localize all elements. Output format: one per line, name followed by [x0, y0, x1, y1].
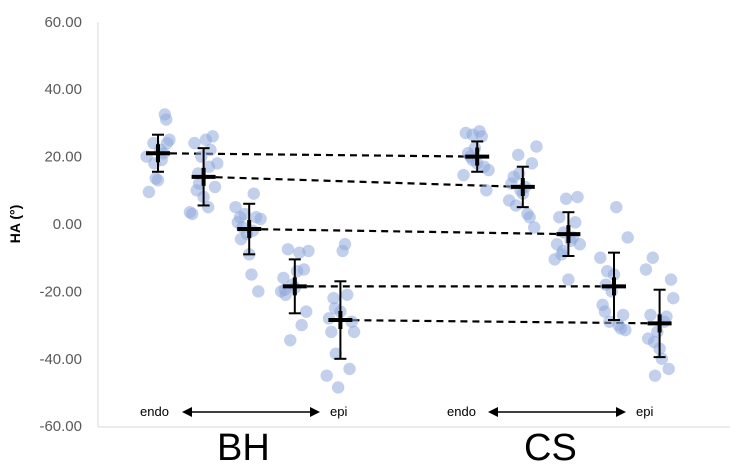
data-point	[644, 308, 657, 322]
plot-frame	[97, 22, 730, 428]
data-point	[338, 238, 352, 251]
data-point	[616, 308, 630, 322]
mean-connector-line	[203, 175, 523, 189]
data-points	[140, 108, 680, 394]
y-tick-label: -60.00	[39, 418, 82, 435]
group-bh-annotation: endo epi BH	[140, 404, 347, 467]
data-point	[302, 244, 315, 258]
data-point	[347, 325, 361, 339]
data-point	[325, 325, 338, 339]
data-point	[320, 369, 333, 382]
data-point	[457, 168, 470, 182]
data-point	[204, 143, 217, 157]
data-point	[525, 157, 539, 170]
data-point	[206, 130, 219, 143]
data-point	[142, 185, 156, 199]
data-point	[569, 216, 582, 229]
data-point	[163, 133, 176, 146]
data-point	[660, 310, 673, 323]
data-point	[556, 244, 570, 258]
data-point	[559, 192, 573, 205]
data-point	[297, 263, 311, 276]
bh-endo-label: endo	[140, 404, 169, 419]
y-tick-label: 20.00	[44, 149, 82, 166]
y-tick-label: 40.00	[44, 81, 82, 98]
data-point	[277, 271, 290, 285]
mean-connectors	[157, 152, 660, 325]
data-point	[610, 200, 623, 214]
data-point	[480, 184, 493, 197]
bh-epi-label: epi	[330, 404, 347, 419]
data-point	[594, 251, 607, 264]
y-tick-label: 0.00	[53, 216, 82, 233]
data-point	[648, 369, 662, 382]
group-label-cs: CS	[524, 427, 577, 467]
data-point	[646, 251, 659, 264]
data-point	[639, 263, 653, 276]
data-point	[562, 273, 575, 286]
data-point	[530, 140, 543, 153]
data-point	[647, 335, 661, 349]
data-point	[343, 362, 356, 376]
data-point	[188, 136, 201, 150]
data-point	[245, 268, 258, 281]
data-point	[151, 173, 165, 187]
data-point	[252, 285, 265, 298]
data-point	[528, 221, 541, 234]
data-point	[573, 238, 586, 251]
data-point	[475, 130, 488, 143]
group-cs-annotation: endo epi CS	[447, 404, 653, 467]
cs-endo-epi-arrow	[488, 407, 626, 417]
data-point	[238, 207, 251, 221]
data-point	[341, 288, 354, 301]
data-point	[208, 180, 222, 194]
data-point	[482, 163, 495, 177]
data-point	[284, 334, 297, 347]
data-point	[202, 160, 216, 173]
mean-connector-line	[249, 227, 569, 236]
data-point	[234, 232, 248, 246]
data-point	[328, 302, 342, 315]
data-point	[512, 148, 525, 162]
y-tick-label: -20.00	[39, 283, 82, 300]
data-point	[331, 381, 345, 394]
data-point	[254, 212, 267, 226]
cs-endo-label: endo	[447, 404, 476, 419]
data-point	[664, 273, 678, 286]
data-point	[295, 318, 308, 332]
y-axis-label: HA (°)	[7, 205, 23, 244]
data-point	[598, 305, 612, 318]
data-point	[329, 347, 343, 360]
data-point	[655, 352, 669, 365]
data-point	[160, 113, 173, 126]
y-tick-label: -40.00	[39, 351, 82, 368]
data-point	[281, 243, 295, 256]
data-point	[201, 200, 215, 214]
y-tick-labels: 60.00 40.00 20.00 0.00 -20.00 -40.00 -60.00	[39, 14, 82, 435]
group-label-bh: BH	[217, 427, 270, 467]
data-point	[229, 200, 242, 214]
data-point	[186, 207, 199, 221]
data-point	[662, 362, 675, 376]
data-point	[619, 323, 632, 337]
data-point	[523, 211, 536, 224]
mean-markers	[146, 133, 672, 360]
data-point	[509, 199, 523, 212]
data-point	[621, 231, 634, 244]
data-point	[300, 305, 313, 318]
cs-epi-label: epi	[636, 404, 653, 419]
data-point	[667, 291, 680, 305]
data-point	[247, 187, 260, 200]
data-point	[571, 190, 584, 204]
data-point	[468, 141, 482, 155]
data-point	[553, 211, 566, 224]
y-tick-label: 60.00	[44, 14, 82, 31]
bh-endo-epi-arrow	[182, 407, 320, 417]
data-point	[327, 291, 340, 305]
